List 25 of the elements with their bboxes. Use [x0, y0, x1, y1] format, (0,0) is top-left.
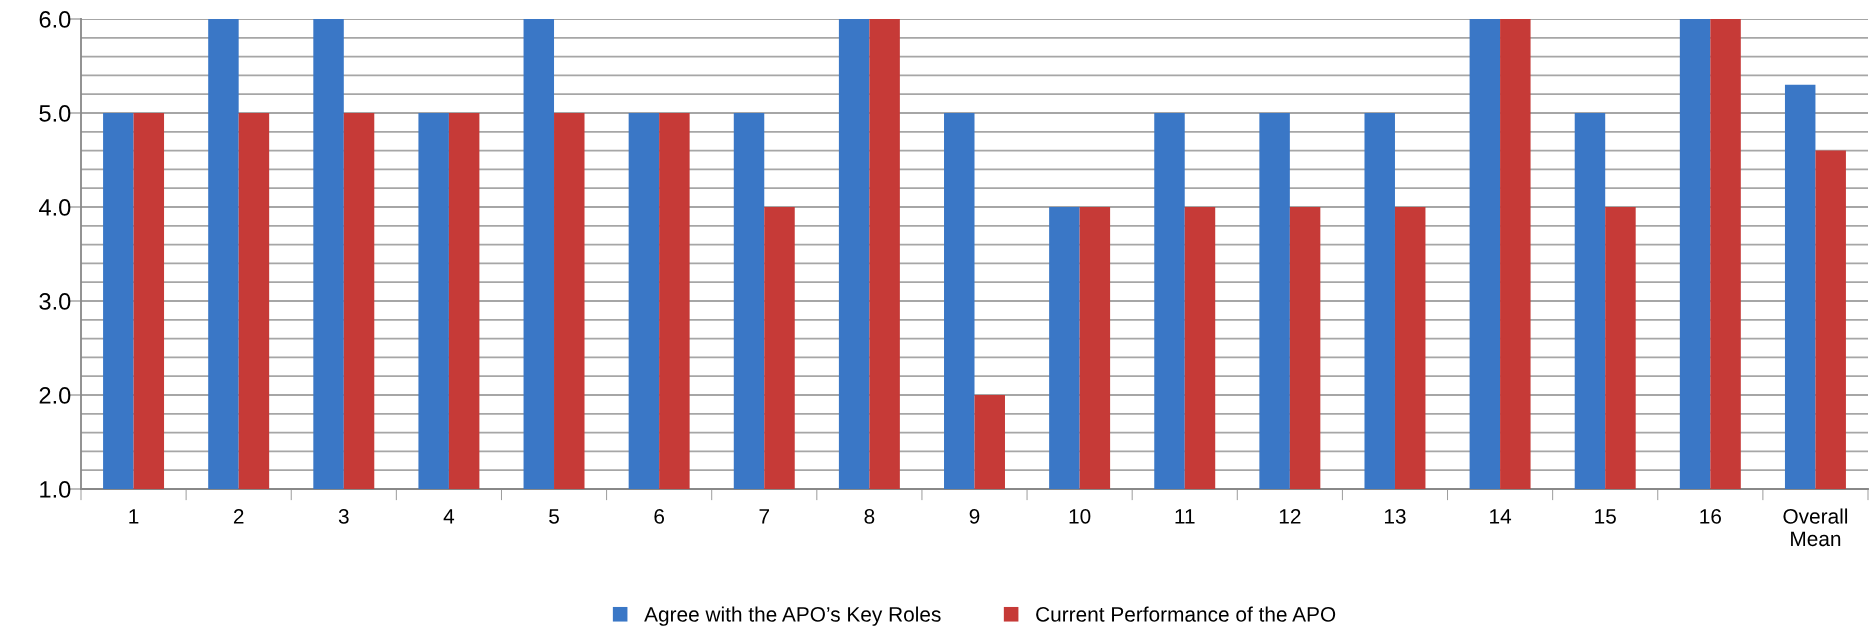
x-tick-label: 7 — [759, 509, 770, 524]
x-tick-label: 4 — [443, 509, 455, 524]
x-tick-label: 5 — [549, 509, 559, 524]
x-tick-label: 14 — [1490, 509, 1512, 524]
x-tick-label: 3 — [338, 508, 349, 524]
x-tick-label: 15 — [1595, 509, 1616, 524]
x-tick-label: 11 — [1175, 509, 1195, 524]
x-tick-label: 16 — [1700, 508, 1721, 524]
y-tick-label: 6.0 — [39, 11, 71, 28]
y-tick-label: 1.0 — [40, 481, 71, 498]
legend-label: Current Performance of the APO — [1036, 606, 1336, 622]
x-tick-label: 13 — [1384, 508, 1406, 524]
legend-label: Agree with the APO’s Key Roles — [644, 606, 941, 626]
x-tick-label: Overall Mean — [1783, 508, 1848, 547]
x-tick-label: 2 — [233, 508, 244, 524]
x-tick-label: 10 — [1069, 508, 1091, 524]
x-tick-label: 12 — [1279, 508, 1301, 524]
x-tick-label: 9 — [969, 508, 980, 524]
y-tick-label: 4.0 — [39, 199, 71, 216]
y-tick-label: 5.0 — [39, 105, 71, 122]
y-tick-label: 2.0 — [39, 387, 71, 404]
x-tick-label: 6 — [654, 508, 665, 524]
x-tick-label: 8 — [864, 508, 875, 524]
y-tick-label: 3.0 — [39, 293, 71, 310]
x-tick-label: 1 — [129, 509, 139, 524]
